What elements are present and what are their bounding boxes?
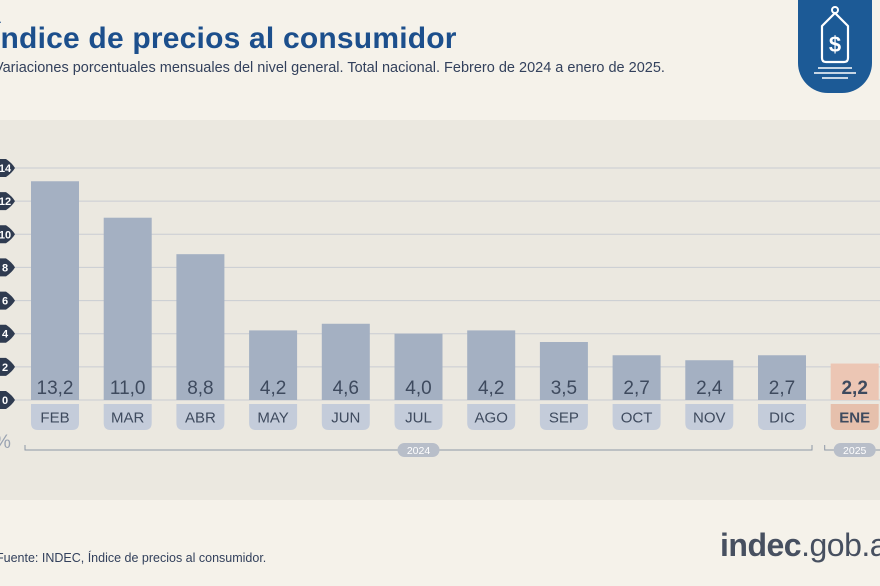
y-tick-label: 8 (2, 262, 8, 274)
data-label: 4,2 (478, 378, 504, 399)
category-pill (685, 404, 734, 430)
bar (31, 181, 79, 400)
x-tick-label: JUL (405, 410, 432, 427)
x-tick-label: ENE (839, 410, 870, 427)
y-tick-label: 4 (2, 329, 9, 341)
x-tick-label: OCT (621, 410, 653, 427)
y-tick-marker (0, 357, 15, 376)
x-tick-label: ABR (185, 410, 216, 427)
y-tick-label: 14 (0, 163, 12, 175)
x-tick-label: NOV (693, 410, 726, 427)
data-label: 4,2 (260, 378, 286, 399)
bar (758, 355, 806, 400)
category-pill (31, 404, 79, 430)
y-tick-marker (0, 324, 15, 343)
data-label: 8,8 (187, 378, 213, 399)
indec-logo: indec.gob.ar (720, 527, 880, 564)
category-pill (321, 404, 370, 430)
bar (321, 323, 370, 400)
brand-main: indec (720, 527, 802, 563)
chart-panel: 13,2 FEB 11,0 MAR 8,8 ABR 4,2 MAY 4,6 JUN 4,0 JUL 4,… (0, 120, 880, 500)
category-pill (176, 404, 225, 430)
data-label: 2,7 (769, 378, 795, 399)
x-tick-label: FEB (40, 410, 69, 427)
indec-badge: $ (798, 0, 872, 93)
data-label: 4,0 (405, 378, 431, 399)
y-tick-label: 12 (0, 196, 11, 208)
category-pill (249, 404, 298, 430)
year-label: 2024 (407, 445, 431, 457)
svg-text:$: $ (829, 32, 841, 57)
y-tick-marker (0, 391, 15, 409)
data-label: 4,6 (333, 378, 359, 399)
bar (394, 333, 443, 400)
bar (249, 330, 298, 400)
category-pill (758, 404, 806, 430)
source-note: Fuente: INDEC, Índice de precios al cons… (0, 551, 267, 565)
x-tick-label: AGO (475, 410, 508, 427)
bar (467, 330, 516, 400)
year-label: 2025 (843, 445, 867, 457)
bar (830, 363, 879, 400)
x-tick-label: JUN (331, 410, 360, 427)
category-pill (467, 404, 516, 430)
bar-chart: 13,2 FEB 11,0 MAR 8,8 ABR 4,2 MAY 4,6 JUN 4,0 JUL 4,… (0, 159, 880, 457)
y-tick-label: 10 (0, 229, 11, 241)
y-tick-marker (0, 192, 15, 211)
x-tick-label: MAR (111, 410, 145, 427)
year-pill (397, 443, 440, 457)
data-label: 3,5 (551, 378, 577, 399)
data-label: 2,4 (696, 378, 723, 399)
bar (176, 254, 225, 400)
bar (539, 342, 588, 400)
x-tick-label: MAY (257, 410, 288, 427)
category-pill (612, 404, 661, 430)
page-subtitle: Variaciones porcentuales mensuales del n… (0, 60, 665, 76)
bar (612, 355, 661, 400)
y-tick-label: 2 (2, 362, 8, 374)
year-pill (833, 443, 876, 457)
data-label: 11,0 (110, 378, 146, 399)
y-tick-marker (0, 291, 15, 310)
price-tag-dollar-icon: $ (814, 6, 856, 79)
page-title: Índice de precios al consumidor (0, 22, 457, 55)
bar (685, 360, 734, 400)
category-pill (103, 404, 152, 430)
data-label: 13,2 (37, 378, 74, 399)
y-tick-label: 0 (2, 395, 8, 407)
y-tick-marker (0, 225, 15, 244)
y-tick-marker (0, 258, 15, 277)
x-tick-label: DIC (769, 410, 795, 427)
y-axis-label: % (0, 432, 11, 453)
brand-suffix: .gob.ar (801, 527, 880, 563)
y-tick-marker (0, 159, 15, 177)
x-tick-label: SEP (549, 410, 579, 427)
category-pill (394, 404, 443, 430)
data-label: 2,2 (841, 378, 867, 399)
data-label: 2,7 (623, 378, 649, 399)
category-pill (830, 404, 879, 430)
y-tick-label: 6 (2, 296, 8, 308)
bar (103, 217, 152, 400)
category-pill (539, 404, 588, 430)
